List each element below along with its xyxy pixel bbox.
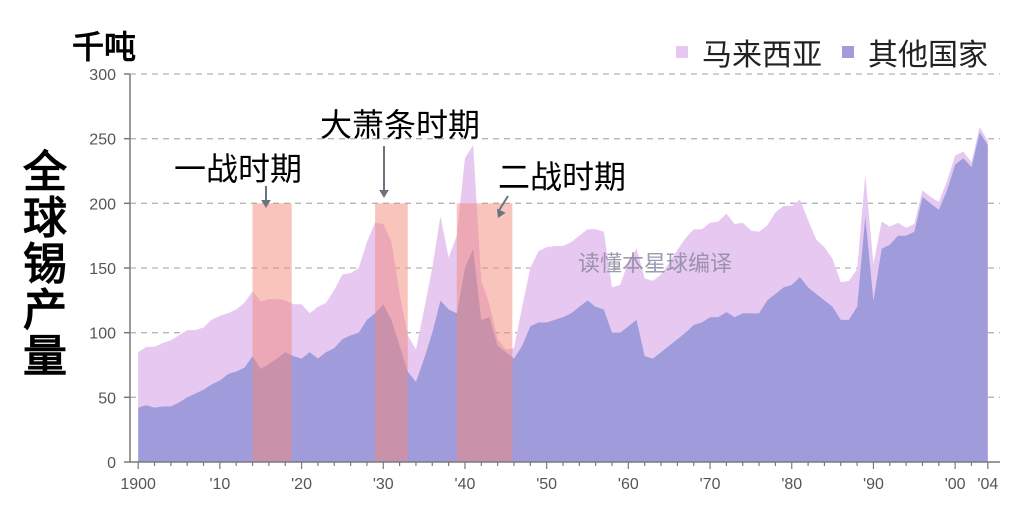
period-shade (375, 203, 408, 463)
x-tick-label: 1900 (120, 476, 156, 493)
y-tick-label: 250 (89, 132, 116, 149)
annotation-ww2: 二战时期 (498, 158, 627, 196)
x-tick-label: '70 (700, 476, 721, 493)
legend-swatch-malaysia (676, 46, 688, 58)
annotation-arrow-line (497, 195, 509, 213)
axes: 0 50 100 150 200 250 300 1900 '10 '20 '30 '40 '50 '60… (89, 67, 1000, 493)
x-tick-label: '50 (536, 476, 557, 493)
legend-item-others: 其他国家 (836, 30, 988, 74)
legend-label-others: 其他国家 (868, 38, 988, 73)
legend-item-malaysia: 马来西亚 (670, 30, 822, 74)
series-malaysia-area (138, 127, 988, 408)
period-shades (252, 203, 513, 463)
x-tick-label: '10 (209, 476, 230, 493)
area-series (138, 127, 988, 462)
legend: 马来西亚 其他国家 (656, 30, 988, 74)
x-tick-label: '60 (618, 476, 639, 493)
annotation-ww1: 一战时期 (174, 150, 303, 188)
annotation-arrow-head (496, 208, 506, 218)
y-tick-label: 0 (107, 455, 116, 472)
y-unit-label: 千吨 (72, 28, 137, 66)
x-tick-label: '20 (291, 476, 312, 493)
y-tick-label: 100 (89, 326, 116, 343)
annotation-great-depression: 大萧条时期 (320, 106, 481, 144)
period-shade (252, 203, 292, 463)
watermark-text: 读懂本星球编译 (578, 252, 733, 277)
y-tick-label: 150 (89, 261, 116, 278)
x-tick-label: '04 (977, 476, 998, 493)
annotation-arrow-head (379, 190, 389, 198)
legend-swatch-others (842, 46, 854, 58)
y-tick-label: 200 (89, 196, 116, 213)
legend-label-malaysia: 马来西亚 (702, 38, 822, 73)
x-tick-label: '00 (945, 476, 966, 493)
x-tick-label: '30 (373, 476, 394, 493)
x-tick-label: '40 (455, 476, 476, 493)
y-tick-label: 300 (89, 67, 116, 84)
series-others-area (138, 132, 988, 462)
x-tick-label: '80 (781, 476, 802, 493)
y-axis-title: 全球锡产量 (23, 147, 67, 382)
y-tick-label: 50 (98, 390, 116, 407)
annotation-arrow-head (261, 200, 271, 208)
annotation-arrows (261, 146, 509, 218)
period-shade (456, 203, 513, 463)
x-tick-label: '90 (863, 476, 884, 493)
